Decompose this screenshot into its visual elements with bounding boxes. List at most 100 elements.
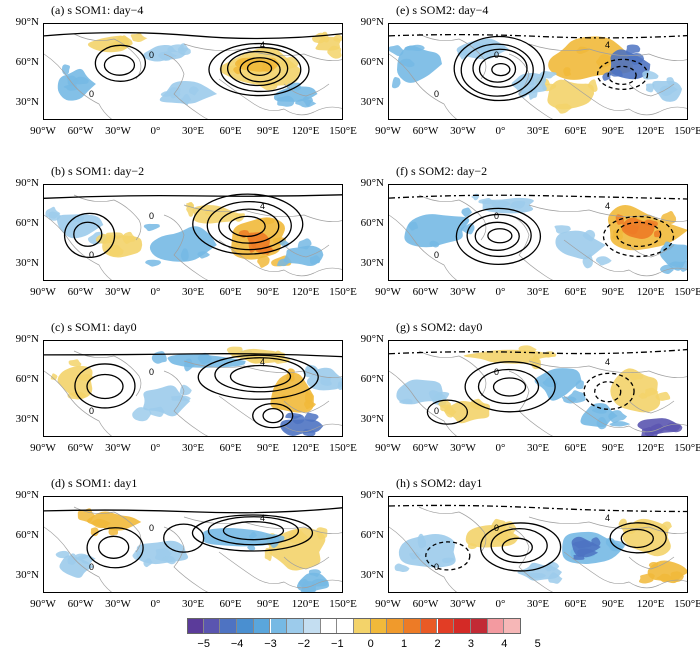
map-field-f: 0 4 0 <box>389 193 687 280</box>
coastline <box>73 350 142 397</box>
lon-label: 90°W <box>30 125 56 137</box>
anomaly-shading <box>543 564 553 572</box>
lon-label: 60°W <box>67 442 94 454</box>
anomaly-shading <box>577 548 599 558</box>
lon-label: 30°E <box>526 442 550 454</box>
contour-line <box>594 381 622 403</box>
lon-label: 90°E <box>601 442 625 454</box>
map-panel-c: 0 4 0 <box>43 340 343 437</box>
contour-line <box>616 221 662 248</box>
lon-label: 30°W <box>450 286 476 298</box>
contour-line <box>389 194 687 200</box>
anomaly-shading <box>429 240 440 248</box>
anomaly-shading <box>491 200 511 208</box>
anomaly-shading <box>295 98 317 108</box>
contour-label: 0 <box>434 562 439 572</box>
contour-line <box>487 228 513 244</box>
contour-line <box>252 402 294 429</box>
contour-line <box>229 364 292 389</box>
anomaly-shading <box>302 428 316 436</box>
panel-title-h: (h) s SOM2: day1 <box>396 476 483 490</box>
anomaly-shading <box>547 79 594 110</box>
lon-label: 60°E <box>564 286 587 298</box>
anomaly-shading <box>595 256 612 266</box>
anomaly-shading <box>510 200 526 209</box>
anomaly-shading <box>622 223 639 235</box>
contour-label: 0 <box>89 89 94 99</box>
lon-label: 30°E <box>526 286 550 298</box>
contour-line <box>214 357 306 393</box>
anomaly-shading <box>320 31 330 43</box>
coastline <box>44 526 112 592</box>
lat-label: 30°N <box>15 95 39 108</box>
anomaly-shading <box>177 47 191 56</box>
anomaly-shading <box>404 214 470 248</box>
contour-label: 4 <box>605 201 610 211</box>
lon-label: 150°E <box>674 442 700 454</box>
coastline <box>563 551 687 589</box>
lon-label: 30°W <box>450 598 476 610</box>
anomaly-shading <box>467 543 478 550</box>
map-field-g: 0 4 0 <box>389 345 687 436</box>
lon-label: 90°W <box>375 598 401 610</box>
lat-label: 30°N <box>15 568 39 581</box>
lat-label: 90°N <box>360 177 384 189</box>
anomaly-shading <box>591 407 607 414</box>
map-field-d: 0 4 0 <box>44 506 342 592</box>
colorbar <box>187 618 521 634</box>
anomaly-shading <box>188 86 199 96</box>
lon-label: 120°E <box>291 598 320 610</box>
lat-label: 30°N <box>360 256 384 269</box>
contour-line <box>192 193 304 255</box>
contour-line <box>464 361 556 413</box>
map-panel-g: 0 4 0 <box>388 340 688 437</box>
anomaly-shading <box>148 406 165 418</box>
lon-label: 30°E <box>181 125 205 137</box>
anomaly-shading <box>316 527 328 540</box>
anomaly-shading <box>389 45 404 57</box>
anomaly-shading <box>654 230 661 238</box>
anomaly-shading <box>399 58 415 68</box>
anomaly-shading <box>618 518 627 530</box>
anomaly-shading <box>642 70 659 80</box>
lon-label: 60°E <box>219 442 242 454</box>
anomaly-shading <box>605 537 616 549</box>
colorbar-cell <box>404 618 421 634</box>
anomaly-shading <box>580 403 618 428</box>
anomaly-shading <box>151 351 167 364</box>
panel-title-b: (b) s SOM1: day−2 <box>51 164 145 178</box>
anomaly-shading <box>122 231 136 244</box>
lon-label: 30°W <box>105 442 131 454</box>
coastline <box>283 400 330 414</box>
anomaly-shading <box>158 51 178 61</box>
lon-label: 120°E <box>291 125 320 137</box>
contour-line <box>74 363 136 409</box>
anomaly-shading <box>309 255 321 265</box>
contour-label: 0 <box>89 250 94 260</box>
anomaly-shading <box>548 572 563 584</box>
colorbar-label: 4 <box>501 638 508 650</box>
lon-label: 30°E <box>181 598 205 610</box>
colorbar-label: −2 <box>297 638 311 650</box>
lon-label: 90°E <box>256 125 280 137</box>
colorbar-cell <box>354 618 371 634</box>
map-field-b: 0 4 0 <box>44 193 342 280</box>
anomaly-shading <box>554 225 571 234</box>
lon-label: 0° <box>150 125 161 137</box>
lon-label: 30°W <box>105 286 131 298</box>
lon-label: 90°W <box>30 286 56 298</box>
lon-label: 0° <box>150 286 161 298</box>
anomaly-shading <box>563 67 571 77</box>
anomaly-shading <box>248 531 258 540</box>
contour-label: 0 <box>494 50 499 60</box>
anomaly-shading <box>300 581 317 592</box>
lat-label: 60°N <box>15 372 39 385</box>
anomaly-shading <box>572 539 593 549</box>
anomaly-shading <box>257 255 270 268</box>
anomaly-shading <box>404 44 425 51</box>
anomaly-shading <box>643 219 658 228</box>
map-panel-h: 0 4 0 <box>388 496 688 593</box>
coastline <box>628 244 675 258</box>
contour-label: 0 <box>494 367 499 377</box>
coastline <box>389 370 457 436</box>
